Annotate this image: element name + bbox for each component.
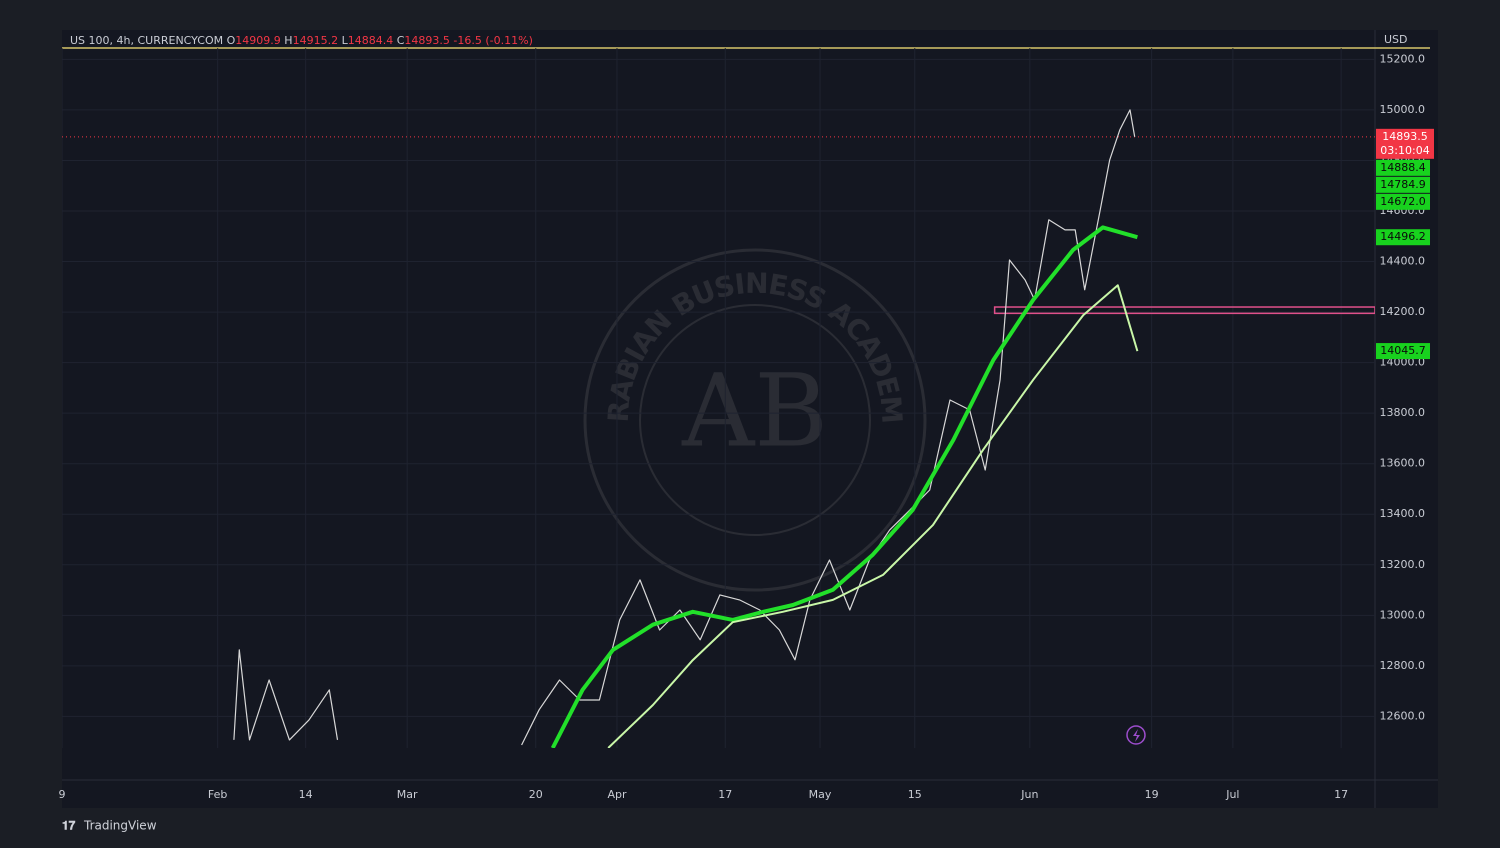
price-tag-label: 14784.9 (1380, 178, 1426, 191)
ohlc-value: 14909.9 (235, 34, 281, 47)
price-tag (1376, 229, 1430, 246)
plot-area (62, 48, 1375, 748)
price-tag (1376, 193, 1430, 210)
brand: TradingView (83, 819, 157, 833)
y-tick-label: 14400.0 (1380, 255, 1426, 268)
ohlc-key: H (284, 34, 292, 47)
x-tick-label: 17 (1334, 788, 1348, 801)
x-tick-label: Jul (1225, 788, 1239, 801)
x-tick-label: Jun (1020, 788, 1038, 801)
watermark-logo: AB (681, 353, 828, 470)
chart-panel (62, 30, 1438, 808)
ohlc-value: 14884.4 (348, 34, 394, 47)
x-tick-label: 19 (1145, 788, 1159, 801)
x-tick-label: Mar (397, 788, 418, 801)
y-tick-label: 15000.0 (1380, 103, 1426, 116)
price-tag (1376, 343, 1430, 360)
x-tick-label: 14 (299, 788, 313, 801)
x-tick-label: 17 (718, 788, 732, 801)
ohlc-value: 14893.5 (404, 34, 450, 47)
price-tag (1376, 159, 1430, 176)
series-line (550, 225, 1138, 748)
x-tick-label: 20 (529, 788, 543, 801)
price-tag-label: 14672.0 (1380, 195, 1426, 208)
countdown: 03:10:04 (1380, 144, 1429, 157)
y-tick-label: 13600.0 (1380, 457, 1426, 470)
x-tick-label: May (809, 788, 832, 801)
symbol: US 100, 4h, CURRENCYCOM (70, 34, 223, 47)
brand-logo: 𝟏𝟕 (62, 819, 76, 833)
ohlc-key: O (227, 34, 236, 47)
x-tick-label: 15 (908, 788, 922, 801)
alert-icon[interactable] (1126, 725, 1146, 745)
y-tick-label: 13800.0 (1380, 406, 1426, 419)
ohlc-value: 14915.2 (293, 34, 339, 47)
price-tag (1376, 176, 1430, 193)
watermark-ring (639, 304, 871, 536)
x-tick-label: Feb (208, 788, 227, 801)
y-tick-label: 13200.0 (1380, 558, 1426, 571)
ohlc-key: L (342, 34, 349, 47)
x-tick-label: Apr (607, 788, 627, 801)
y-tick-label: 13000.0 (1380, 608, 1426, 621)
y-tick-label: 12800.0 (1380, 659, 1426, 672)
y-tick-label: 14200.0 (1380, 305, 1426, 318)
watermark-ring (583, 248, 927, 592)
price-tag-label: 14045.7 (1380, 344, 1426, 357)
ohlc-key: C (397, 34, 405, 47)
y-tick-label: 15200.0 (1380, 52, 1426, 65)
currency: USD (1384, 33, 1408, 46)
y-tick-label: 13400.0 (1380, 507, 1426, 520)
last-price-label: 14893.5 (1382, 130, 1428, 143)
alert-icon-bolt (1133, 729, 1140, 742)
series-line (607, 284, 1139, 748)
last-price-tag (1376, 128, 1434, 159)
price-tag-label: 14496.2 (1380, 230, 1426, 243)
x-tick-label: 9 (59, 788, 66, 801)
price-tag-label: 14888.4 (1380, 161, 1426, 174)
zone (993, 306, 1375, 315)
change: -16.5 (-0.11%) (453, 34, 532, 47)
y-tick-label: 12600.0 (1380, 709, 1426, 722)
header: US 100, 4h, CURRENCYCOM O14909.9 H14915.… (70, 34, 533, 47)
